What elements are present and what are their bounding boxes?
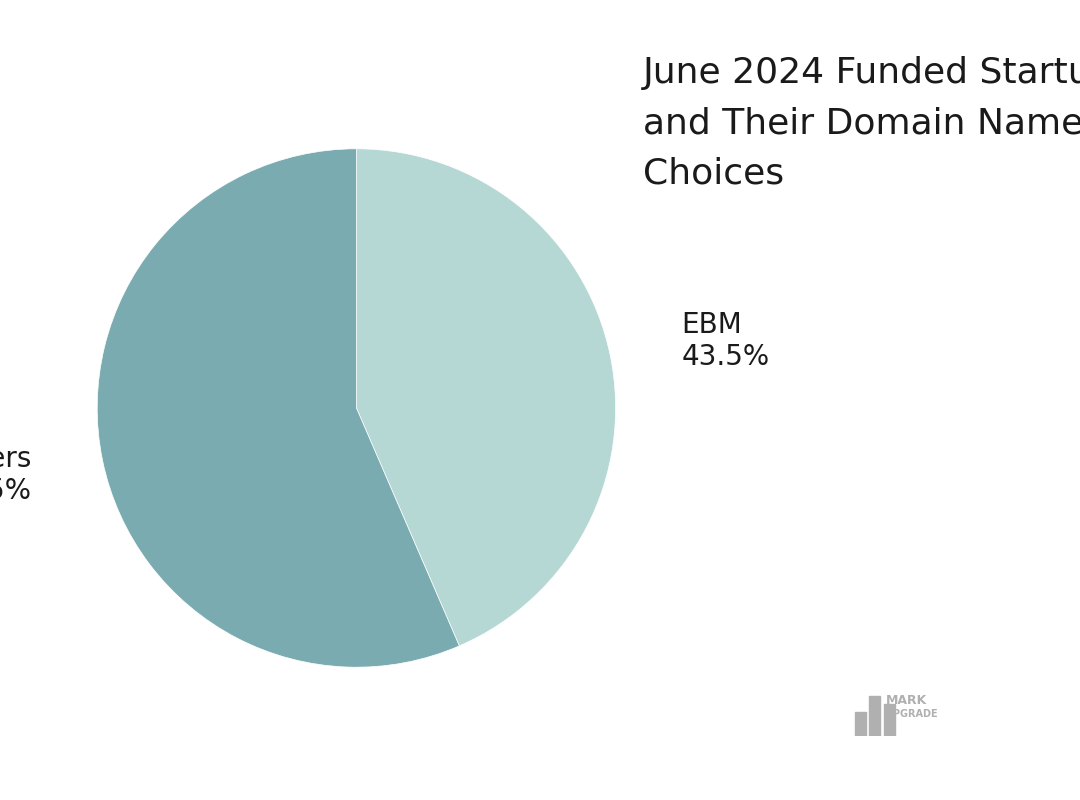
Bar	[883, 704, 894, 736]
Bar	[869, 696, 880, 736]
Text: June 2024 Funded Startups
and Their Domain Name
Choices: June 2024 Funded Startups and Their Doma…	[643, 56, 1080, 190]
Wedge shape	[356, 149, 616, 646]
Text: EBM
43.5%: EBM 43.5%	[681, 310, 769, 371]
Text: MARK: MARK	[886, 694, 927, 706]
Text: UPGRADE: UPGRADE	[886, 710, 939, 719]
Text: others
56.5%: others 56.5%	[0, 445, 31, 506]
Wedge shape	[97, 149, 459, 667]
Bar	[855, 712, 866, 736]
